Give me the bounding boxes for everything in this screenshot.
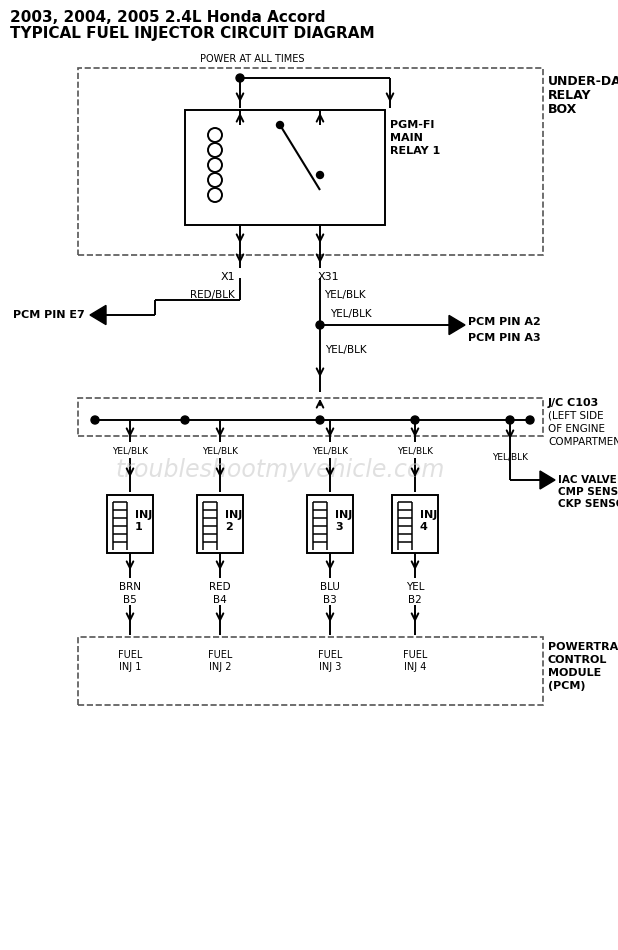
Text: B2: B2 [408,595,422,605]
Bar [78,637,543,705]
Text: FUEL
INJ 2: FUEL INJ 2 [208,650,232,672]
Text: COMPARTMENT): COMPARTMENT) [548,437,618,447]
Text: YEL/BLK: YEL/BLK [324,290,366,300]
Bar [78,68,543,255]
Text: B4: B4 [213,595,227,605]
Text: RELAY: RELAY [548,89,591,102]
Text: BRN: BRN [119,582,141,592]
Text: INJ: INJ [335,510,352,520]
Text: INJ: INJ [225,510,242,520]
Text: FUEL
INJ 1: FUEL INJ 1 [118,650,142,672]
Bar [307,495,353,553]
Text: (LEFT SIDE: (LEFT SIDE [548,411,604,421]
Text: IAC VALVE: IAC VALVE [558,475,617,485]
Circle shape [236,74,244,82]
Text: YEL/BLK: YEL/BLK [325,345,366,355]
Text: POWERTRAIN: POWERTRAIN [548,642,618,652]
Text: POWER AT ALL TIMES: POWER AT ALL TIMES [200,54,305,64]
Bar [197,495,243,553]
Text: CONTROL: CONTROL [548,655,607,665]
Text: PGM-FI: PGM-FI [390,120,434,130]
Bar [392,495,438,553]
Text: PCM PIN E7: PCM PIN E7 [13,310,85,320]
Text: CMP SENSOR: CMP SENSOR [558,487,618,497]
Text: YEL/BLK: YEL/BLK [312,447,348,456]
Text: INJ: INJ [420,510,438,520]
Circle shape [526,416,534,424]
Text: (PCM): (PCM) [548,681,585,691]
Circle shape [316,416,324,424]
Text: 4: 4 [420,522,428,532]
Text: CKP SENSOR: CKP SENSOR [558,499,618,509]
Circle shape [316,321,324,329]
Text: 3: 3 [335,522,342,532]
Text: YEL/BLK: YEL/BLK [330,309,371,319]
Bar [107,495,153,553]
Text: FUEL
INJ 4: FUEL INJ 4 [403,650,427,672]
Text: FUEL
INJ 3: FUEL INJ 3 [318,650,342,672]
Circle shape [91,416,99,424]
Text: RED/BLK: RED/BLK [190,290,235,300]
Text: PCM PIN A3: PCM PIN A3 [468,333,541,343]
Text: RED: RED [209,582,231,592]
Text: TYPICAL FUEL INJECTOR CIRCUIT DIAGRAM: TYPICAL FUEL INJECTOR CIRCUIT DIAGRAM [10,26,375,41]
Text: 1: 1 [135,522,143,532]
Text: MAIN: MAIN [390,133,423,143]
Text: OF ENGINE: OF ENGINE [548,424,605,434]
Bar [185,110,385,225]
Circle shape [411,416,419,424]
Text: YEL: YEL [406,582,424,592]
Circle shape [316,172,323,179]
Text: J/C C103: J/C C103 [548,398,599,408]
Text: INJ: INJ [135,510,152,520]
Text: X31: X31 [318,272,340,282]
Text: YEL/BLK: YEL/BLK [202,447,238,456]
Polygon shape [90,305,106,325]
Text: UNDER-DASH: UNDER-DASH [548,75,618,88]
Text: X1: X1 [221,272,235,282]
Text: YEL/BLK: YEL/BLK [397,447,433,456]
Text: B3: B3 [323,595,337,605]
Text: YEL/BLK: YEL/BLK [112,447,148,456]
Circle shape [506,416,514,424]
Text: RELAY 1: RELAY 1 [390,146,440,156]
Text: BOX: BOX [548,103,577,116]
Text: YEL/BLK: YEL/BLK [492,453,528,462]
Text: 2003, 2004, 2005 2.4L Honda Accord: 2003, 2004, 2005 2.4L Honda Accord [10,10,326,25]
Polygon shape [449,315,465,334]
Circle shape [181,416,189,424]
Text: B5: B5 [123,595,137,605]
Text: 2: 2 [225,522,233,532]
Text: MODULE: MODULE [548,668,601,678]
Polygon shape [540,471,555,489]
Bar [78,398,543,436]
Circle shape [276,122,284,128]
Text: BLU: BLU [320,582,340,592]
Text: PCM PIN A2: PCM PIN A2 [468,317,541,327]
Text: troubleshootmyvehicle.com: troubleshootmyvehicle.com [116,458,445,482]
